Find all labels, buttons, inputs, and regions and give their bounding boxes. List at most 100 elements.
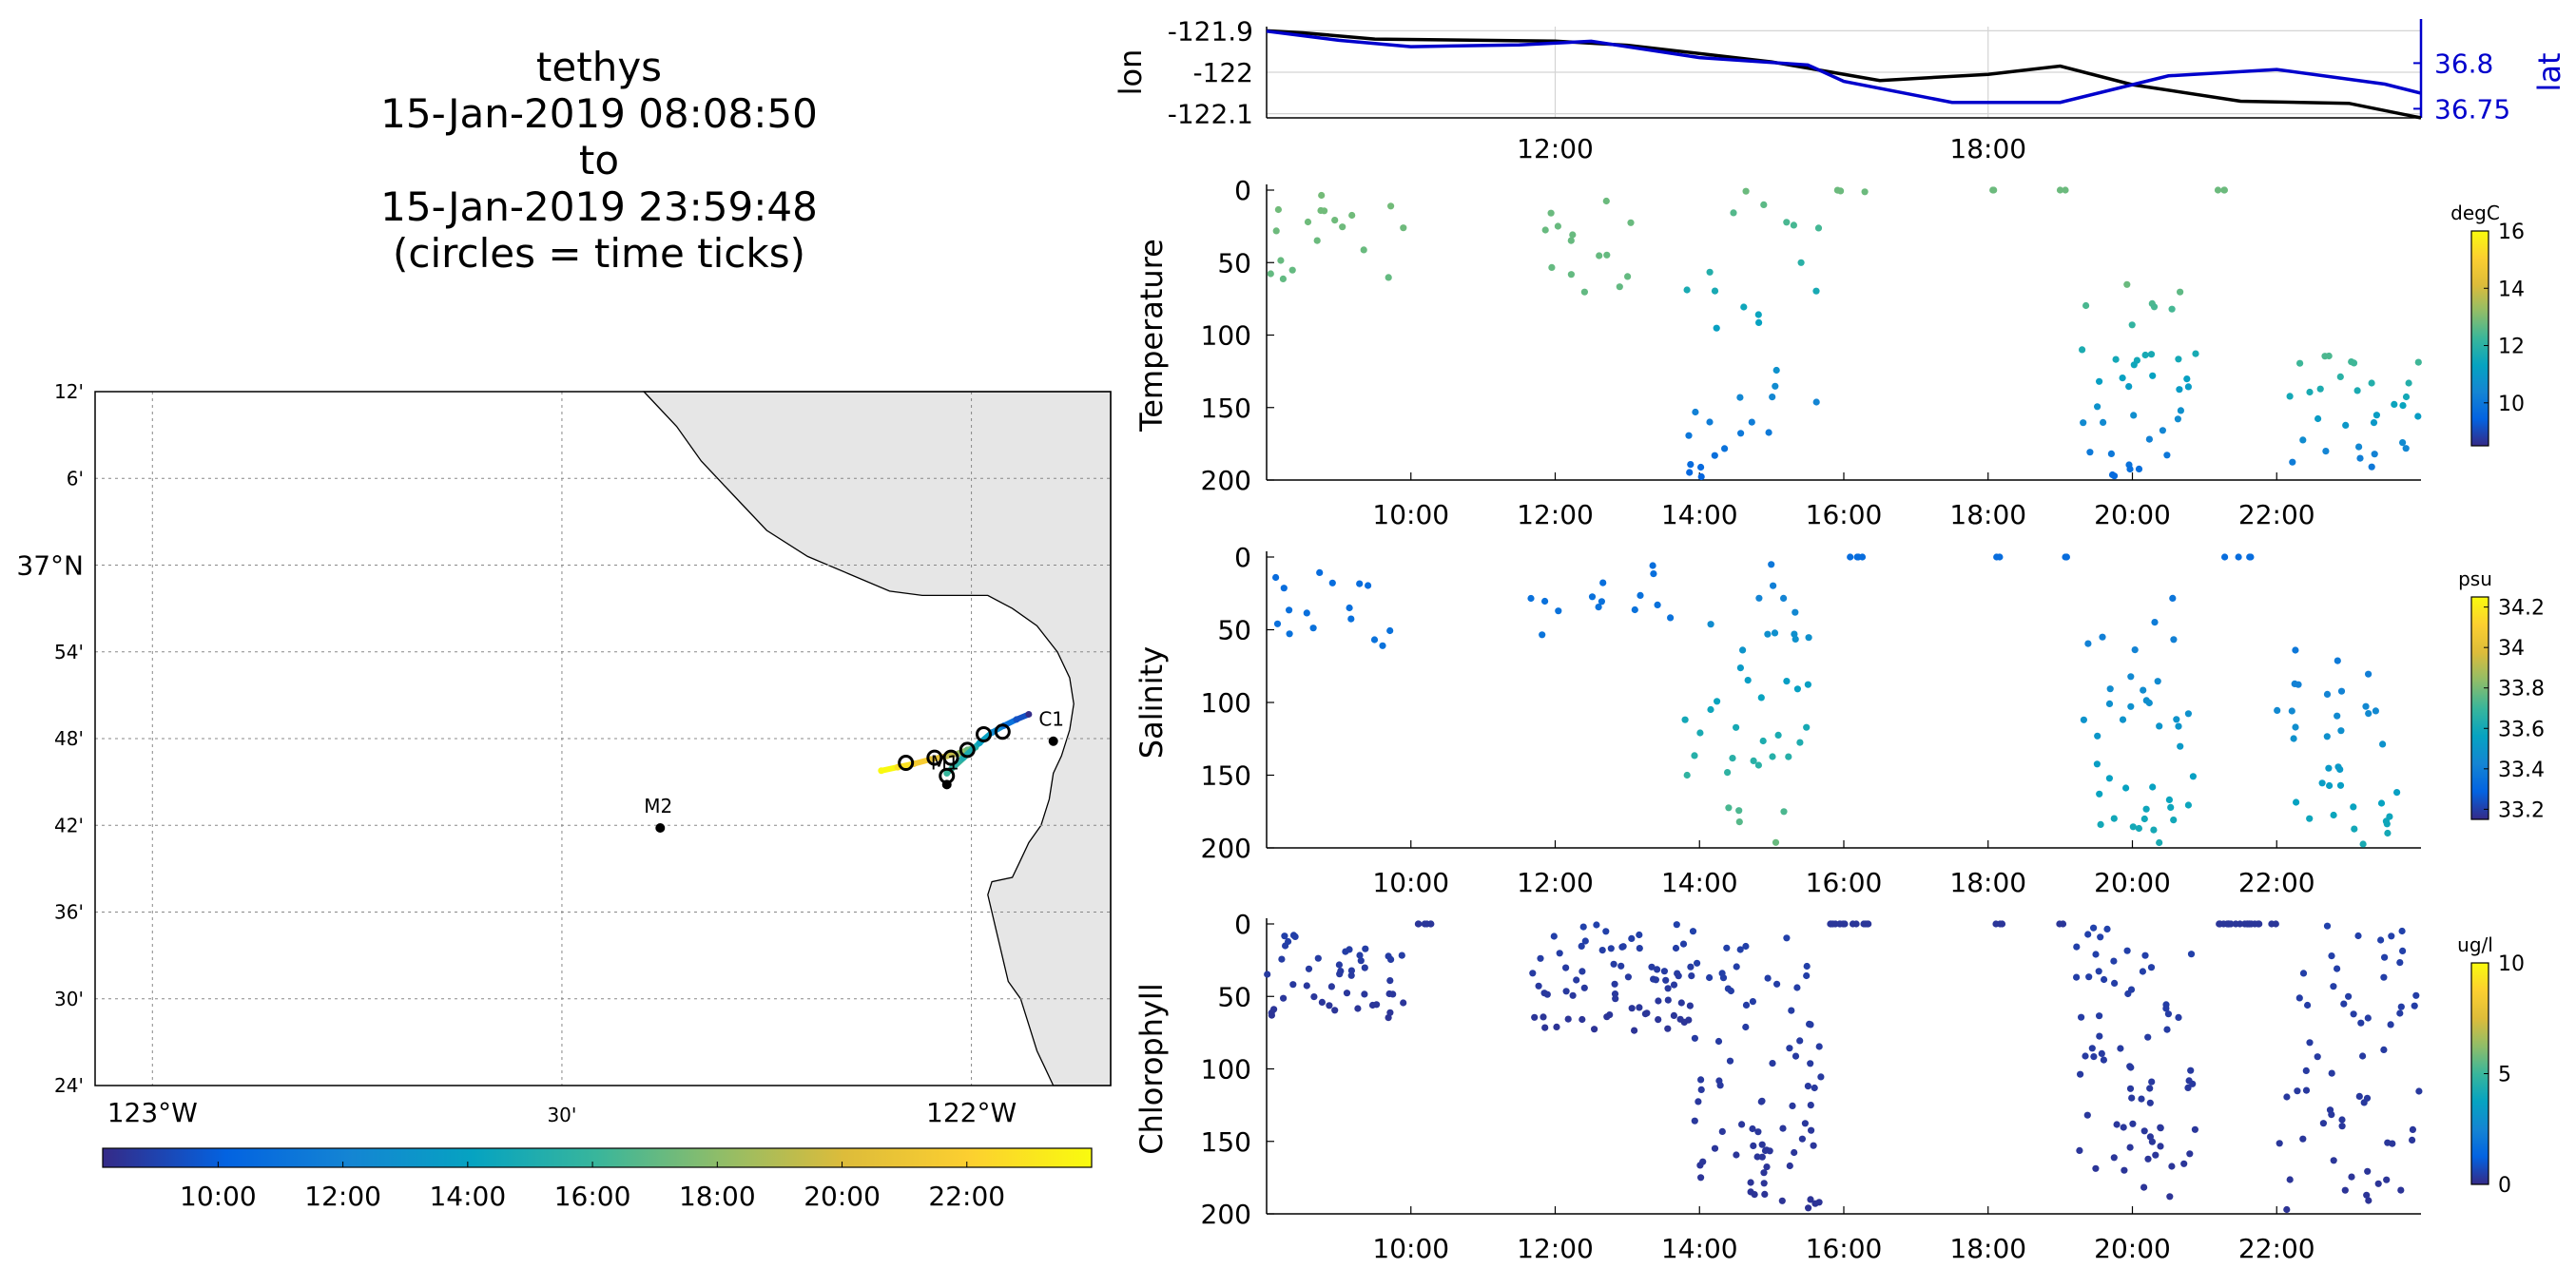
- temperature-point: [2214, 186, 2222, 194]
- salinity-point: [2154, 678, 2161, 685]
- salinity-point: [2169, 594, 2177, 603]
- temperature-point: [1567, 271, 1575, 279]
- salinity-point: [2323, 733, 2331, 740]
- salinity-point: [2122, 784, 2130, 792]
- salinity-point: [2175, 722, 2182, 730]
- salinity-point: [1858, 553, 1867, 561]
- salinity-colorbar: [2470, 596, 2489, 820]
- salinity-point: [1595, 604, 1602, 611]
- temperature-point: [1736, 394, 1744, 401]
- salinity-point: [2292, 646, 2299, 654]
- salinity-point: [1541, 597, 1549, 606]
- temperature-point: [2399, 402, 2407, 410]
- temperature-point: [2079, 346, 2086, 354]
- chlorophyll-point: [1611, 990, 1619, 998]
- chlorophyll-point: [1336, 971, 1344, 978]
- salinity-point: [1847, 553, 1854, 561]
- title-line-note: (circles = time ticks): [393, 230, 805, 277]
- chlorophyll-point: [1760, 1180, 1768, 1187]
- chlorophyll-point: [1354, 1005, 1362, 1012]
- temperature-point: [1730, 209, 1737, 217]
- temperature-point: [1313, 237, 1321, 244]
- temperature-point: [1567, 237, 1575, 244]
- chlorophyll-point: [1829, 920, 1837, 928]
- chlorophyll-point: [2380, 973, 2388, 981]
- salinity-point: [1783, 678, 1791, 685]
- temperature-point: [1686, 469, 1694, 476]
- salinity-point: [2235, 553, 2242, 561]
- chlorophyll-point: [2364, 1167, 2372, 1175]
- time-tick-circle: [926, 749, 943, 766]
- salinity-x-tick-label: 18:00: [1949, 867, 2026, 898]
- lat-tick-label: 36.75: [2434, 93, 2510, 125]
- chlorophyll-point: [1643, 1009, 1651, 1017]
- salinity-point: [1370, 636, 1379, 644]
- chlorophyll-point: [2090, 1053, 2098, 1061]
- chlorophyll-point: [2101, 975, 2108, 984]
- chlorophyll-point: [2381, 953, 2389, 961]
- temperature-point: [1989, 186, 1997, 194]
- temperature-point: [1790, 221, 1797, 229]
- station-marker-m2: [655, 822, 666, 833]
- temperature-point: [2125, 383, 2133, 391]
- chlorophyll-point: [1718, 1127, 1726, 1135]
- temperature-point: [1687, 461, 1695, 469]
- salinity-point: [1804, 681, 1811, 688]
- salinity-point: [1555, 607, 1562, 615]
- chlorophyll-point: [1796, 1037, 1804, 1045]
- chlorophyll-point: [2191, 1125, 2198, 1133]
- chlorophyll-point: [2110, 1154, 2118, 1162]
- chlorophyll-point: [1603, 1013, 1611, 1021]
- salinity-point: [2177, 742, 2184, 750]
- chlorophyll-point: [1761, 1190, 1769, 1198]
- temperature-point: [2062, 186, 2069, 194]
- chlorophyll-point: [1591, 1026, 1598, 1033]
- temperature-axis-label: Temperature: [1133, 239, 1170, 433]
- chlorophyll-point: [2314, 1053, 2321, 1061]
- chlorophyll-point: [2076, 1146, 2083, 1154]
- chlorophyll-point: [2341, 1186, 2349, 1194]
- chlorophyll-point: [2073, 973, 2081, 981]
- salinity-y-tick-label: 150: [1201, 760, 1251, 792]
- salinity-point: [1780, 594, 1788, 603]
- chlorophyll-point: [1564, 1015, 1572, 1023]
- time-colorbar: [102, 1147, 1093, 1168]
- salinity-point: [1853, 553, 1861, 561]
- salinity-point: [2326, 781, 2334, 790]
- temperature-point: [2086, 449, 2094, 456]
- temperature-colorbar-label: 14: [2498, 278, 2525, 301]
- chlorophyll-point: [1664, 985, 1672, 992]
- chlorophyll-point: [2216, 920, 2223, 928]
- temperature-point: [2306, 388, 2314, 396]
- temperature-x-tick-label: 12:00: [1517, 499, 1594, 530]
- chlorophyll-point: [1580, 984, 1588, 991]
- salinity-point: [2170, 817, 2178, 824]
- salinity-point: [1691, 752, 1698, 759]
- map-y-tick-label: 12': [54, 380, 84, 403]
- chlorophyll-point: [1726, 1057, 1734, 1065]
- temperature-point: [1760, 201, 1768, 208]
- lonlat-x-tick-label: 12:00: [1517, 133, 1594, 164]
- temperature-colorbar-label: 12: [2498, 336, 2525, 359]
- chlorophyll-point: [1636, 1004, 1643, 1011]
- salinity-point: [1316, 568, 1324, 577]
- chlorophyll-point: [1361, 964, 1368, 971]
- chlorophyll-point: [1361, 990, 1368, 998]
- salinity-point: [1650, 570, 1657, 578]
- chlorophyll-point: [1673, 921, 1680, 929]
- chlorophyll-point: [1804, 1083, 1811, 1090]
- salinity-point: [2165, 796, 2173, 804]
- map-y-tick-label: 24': [54, 1074, 84, 1097]
- chlorophyll-point: [2409, 1136, 2416, 1144]
- chlorophyll-point: [2166, 1193, 2174, 1201]
- salinity-point: [1303, 609, 1310, 617]
- salinity-point: [2337, 727, 2345, 735]
- chlorophyll-point: [1636, 931, 1643, 939]
- chlorophyll-point: [1280, 994, 1288, 1002]
- temperature-y-tick-label: 0: [1234, 175, 1251, 206]
- station-label-m2: M2: [644, 795, 672, 817]
- salinity-y-tick-label: 100: [1201, 687, 1251, 719]
- salinity-point: [1803, 723, 1811, 731]
- chlorophyll-point: [2073, 943, 2081, 951]
- chlorophyll-point: [2126, 1063, 2134, 1070]
